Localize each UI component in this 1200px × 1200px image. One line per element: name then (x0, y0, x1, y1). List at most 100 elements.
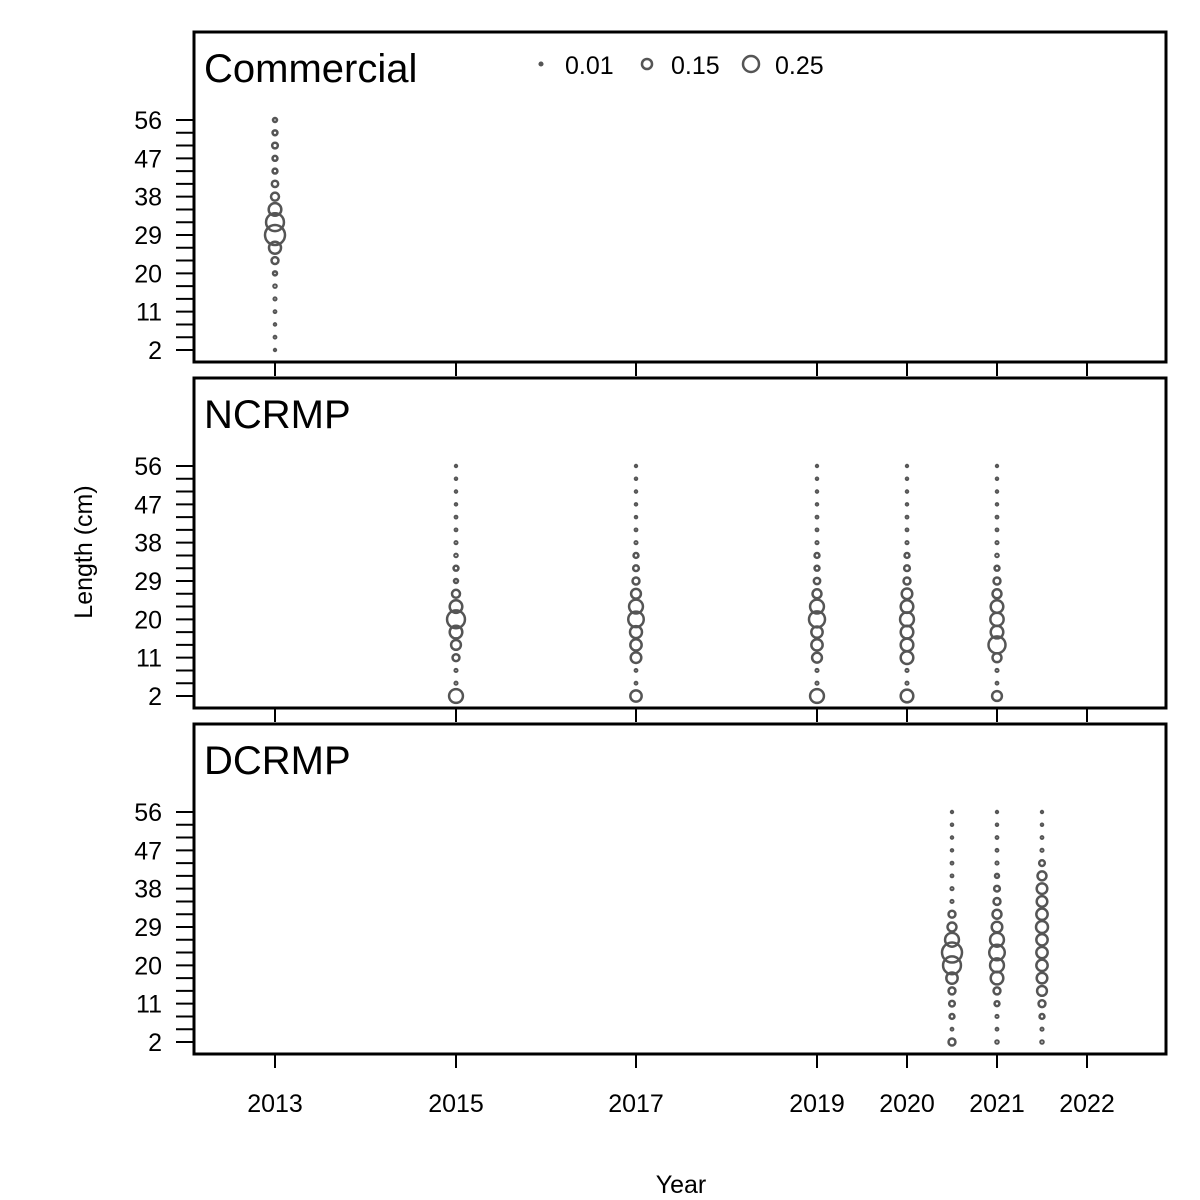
bubble-point (947, 986, 957, 996)
bubble-point (948, 1012, 956, 1021)
y-tick-label: 11 (136, 645, 162, 673)
y-tick-label: 2 (148, 1029, 162, 1057)
bubble-point (633, 502, 639, 507)
bubble-point (813, 551, 821, 560)
bubble-point (272, 309, 278, 315)
bubble-point (945, 971, 959, 986)
panel-commercial: Commercial 2 11 20 29 38 47 56 0.01 0.15 0.25 (134, 30, 1168, 376)
bubble-point (991, 588, 1003, 600)
bubble-point (899, 637, 915, 653)
bubble-point (272, 334, 278, 340)
bubble-point (629, 637, 643, 652)
bubble-point (631, 564, 641, 573)
bubble-point (629, 587, 643, 600)
legend-marker (538, 61, 544, 67)
bubble-point (904, 489, 910, 494)
y-tick-label: 29 (134, 568, 162, 596)
bubble-point (1039, 1039, 1045, 1045)
panel-dcrmp: DCRMP 2 11 20 29 38 47 56 (134, 722, 1168, 1068)
bubble-point (1037, 998, 1047, 1009)
bubble-point (633, 463, 639, 469)
bubble-point (1035, 882, 1049, 896)
bubble-point (271, 270, 279, 277)
bubble-point (632, 551, 640, 560)
bubble-point (903, 551, 911, 560)
y-tick-label: 2 (148, 683, 162, 711)
bubble-point (1035, 958, 1049, 973)
bubble-point (947, 909, 957, 919)
bubble-point (631, 576, 641, 586)
bubble-point (271, 154, 279, 163)
bubble-point (904, 514, 910, 520)
bubble-point (994, 527, 1000, 533)
bubble-point (450, 588, 462, 600)
bubble-point (947, 999, 957, 1008)
panel-title: Commercial (204, 47, 417, 91)
bubble-point (899, 598, 915, 615)
bubble-point (633, 680, 639, 686)
x-tick-label: 2021 (969, 1090, 1025, 1118)
bubble-point (987, 635, 1007, 655)
bubble-point (992, 576, 1002, 586)
bubble-point (449, 638, 463, 652)
bubble-point (633, 540, 639, 546)
bubble-point (453, 680, 459, 686)
bubble-point (814, 502, 820, 507)
bubble-point (904, 463, 910, 469)
bubble-point (272, 322, 278, 327)
bubble-point (267, 240, 283, 256)
bubble-point (813, 564, 821, 572)
bubble-point (994, 476, 1000, 482)
bubble-point (633, 476, 639, 482)
y-tick-label: 11 (136, 299, 162, 327)
bubble-point (807, 610, 827, 629)
bubble-point (267, 201, 283, 218)
bubble-point (1035, 907, 1049, 922)
bubble-point (453, 476, 459, 482)
legend-marker (640, 57, 654, 71)
bubble-point (264, 212, 286, 233)
y-tick-label: 56 (134, 799, 162, 827)
bubble-point (994, 1013, 1000, 1019)
bubble-point (1039, 822, 1045, 828)
bubble-point (633, 668, 639, 673)
bubble-point (633, 489, 639, 494)
bubble-point (902, 564, 912, 573)
bubble-point (453, 552, 459, 559)
bubble-point (994, 809, 1000, 815)
bubble-point (988, 957, 1006, 974)
bubble-point (989, 970, 1005, 986)
bubble-point (452, 577, 460, 585)
bubble-point (272, 283, 278, 289)
bubble-point (949, 1026, 955, 1032)
bubble-point (902, 576, 912, 586)
bubble-point (949, 809, 955, 815)
bubble-point (943, 931, 961, 948)
x-tick-label: 2013 (247, 1090, 303, 1118)
panel-title: DCRMP (204, 739, 351, 783)
bubble-point (271, 167, 279, 175)
x-axis-label: Year (656, 1171, 707, 1199)
bubble-point (994, 514, 1000, 520)
bubble-point (941, 955, 963, 976)
bubble-point (899, 624, 915, 640)
bubble-point (271, 129, 279, 137)
y-tick-label: 11 (136, 991, 162, 1019)
bubble-point (949, 835, 955, 840)
bubble-point (1035, 971, 1049, 985)
bubble-point (992, 884, 1002, 893)
bubble-point (993, 872, 1001, 880)
bubble-point (898, 611, 916, 628)
x-tick-label: 2020 (879, 1090, 935, 1118)
bubble-point (814, 476, 820, 482)
bubble-point (448, 598, 464, 615)
bubble-point (811, 588, 823, 600)
y-tick-label: 20 (134, 606, 162, 634)
x-tick-label: 2019 (789, 1090, 845, 1118)
bubble-point (633, 514, 639, 520)
bubble-point (992, 986, 1002, 996)
bubble-point (1039, 1026, 1045, 1032)
bubble-point (1035, 894, 1049, 908)
y-axis-label: Length (cm) (70, 485, 98, 618)
